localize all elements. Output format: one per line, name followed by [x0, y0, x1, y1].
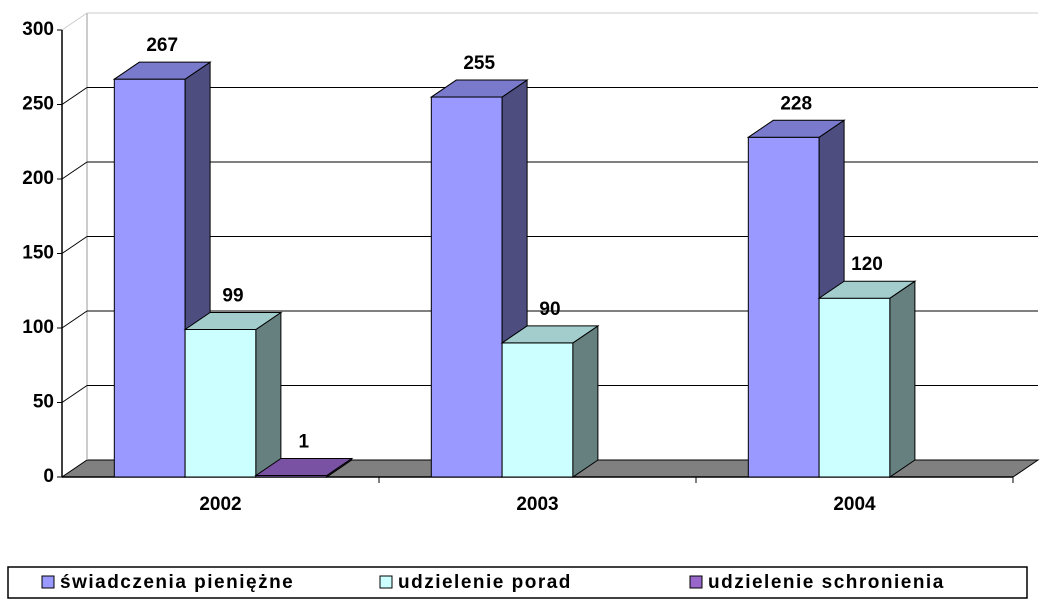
x-tick-label: 2004 [833, 494, 876, 515]
y-tick-label: 200 [22, 168, 54, 189]
bar-top [817, 280, 917, 299]
bar-top [183, 311, 283, 330]
legend-label: świadczenia pieniężne [60, 572, 294, 593]
bar-top [429, 79, 529, 98]
bar-front [113, 78, 186, 478]
bar-front [747, 136, 820, 478]
bar-front [184, 328, 257, 478]
bar-front [430, 96, 503, 478]
legend-marker [41, 575, 55, 589]
x-tick-label: 2002 [199, 494, 241, 515]
y-tick-label: 0 [43, 466, 54, 487]
grid-line-side [61, 161, 88, 180]
bar-top [254, 458, 354, 477]
y-tick-label: 300 [22, 19, 54, 40]
y-tick-label: 50 [33, 392, 54, 413]
grid-line-side [61, 87, 88, 105]
data-label: 90 [539, 299, 560, 320]
y-tick-label: 250 [22, 94, 54, 115]
grid-line-side [61, 385, 88, 403]
data-label: 267 [146, 35, 178, 56]
legend-marker [379, 575, 393, 589]
bar-top [112, 61, 212, 80]
data-label: 99 [222, 286, 243, 307]
bar-side [255, 311, 282, 478]
data-label: 228 [780, 93, 812, 114]
grid-line-side [61, 236, 88, 254]
bar-top [746, 119, 846, 138]
y-tick-label: 150 [22, 243, 54, 264]
legend-marker [689, 575, 703, 589]
bar-side [572, 324, 599, 478]
legend-box [7, 566, 1028, 599]
bar-side [889, 280, 916, 478]
bar-top [500, 325, 600, 344]
y-tick-label: 100 [22, 317, 54, 338]
grid-line-side [61, 310, 88, 329]
legend-label: udzielenie porad [398, 572, 572, 593]
bar-front [501, 342, 574, 478]
data-label: 120 [851, 254, 883, 275]
legend-label: udzielenie schronienia [708, 572, 945, 593]
data-label: 1 [299, 432, 310, 453]
data-label: 255 [463, 53, 495, 74]
x-tick-label: 2003 [516, 494, 558, 515]
grid-line-side [61, 12, 88, 31]
bar-front [818, 297, 891, 478]
